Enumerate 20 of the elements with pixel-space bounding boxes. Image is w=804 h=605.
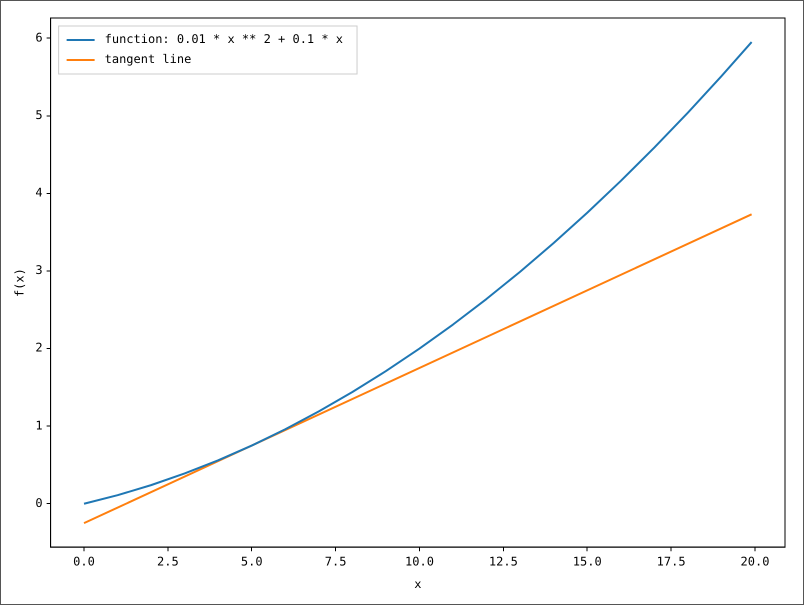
x-tick-label: 0.0 [73,554,95,569]
legend-label: function: 0.01 * x ** 2 + 0.1 * x [104,32,344,46]
x-tick-label: 2.5 [157,554,179,569]
x-tick-label: 15.0 [572,554,602,569]
y-tick-label: 3 [35,263,43,278]
y-axis-title: f(x) [12,268,26,298]
y-tick-label: 5 [35,108,43,122]
x-axis-title: x [414,576,422,591]
y-tick-label: 0 [35,496,43,510]
legend-label: tangent line [104,52,192,66]
y-tick-label: 2 [35,340,43,355]
x-tick-label: 5.0 [240,554,263,569]
x-tick-label: 10.0 [405,554,434,569]
y-tick-label: 6 [35,30,43,44]
x-tick-label: 7.5 [324,554,346,569]
y-tick-label: 1 [35,418,43,432]
x-tick-label: 20.0 [740,554,770,569]
x-tick-label: 12.5 [488,554,518,569]
y-tick-label: 4 [35,185,43,200]
x-tick-label: 17.5 [656,554,686,569]
